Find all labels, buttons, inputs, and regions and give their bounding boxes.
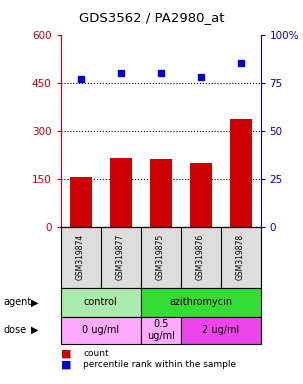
Text: dose: dose (3, 325, 26, 335)
Bar (181, 317, 261, 344)
Text: ▶: ▶ (31, 297, 38, 308)
Text: count: count (83, 349, 109, 358)
Bar (150, 159, 171, 227)
Text: ■: ■ (61, 360, 71, 370)
Bar (110, 158, 132, 227)
Bar (141, 317, 181, 344)
Text: GSM319874: GSM319874 (76, 234, 85, 280)
Text: GDS3562 / PA2980_at: GDS3562 / PA2980_at (79, 11, 224, 24)
Text: GSM319877: GSM319877 (116, 234, 125, 280)
Bar (141, 288, 261, 317)
Bar (61, 288, 141, 317)
Bar (61, 317, 141, 344)
Text: control: control (84, 297, 118, 308)
Text: ▶: ▶ (31, 325, 38, 335)
Text: 0.5
ug/ml: 0.5 ug/ml (147, 319, 175, 341)
Bar (190, 162, 211, 227)
Text: percentile rank within the sample: percentile rank within the sample (83, 360, 236, 369)
Text: azithromycin: azithromycin (169, 297, 232, 308)
Text: 0 ug/ml: 0 ug/ml (82, 325, 119, 335)
Text: agent: agent (3, 297, 31, 308)
Text: GSM319878: GSM319878 (236, 234, 245, 280)
Text: ■: ■ (61, 348, 71, 358)
Bar (70, 177, 92, 227)
Text: 2 ug/ml: 2 ug/ml (202, 325, 239, 335)
Text: GSM319876: GSM319876 (196, 234, 205, 280)
Text: GSM319875: GSM319875 (156, 234, 165, 280)
Bar (230, 119, 251, 227)
